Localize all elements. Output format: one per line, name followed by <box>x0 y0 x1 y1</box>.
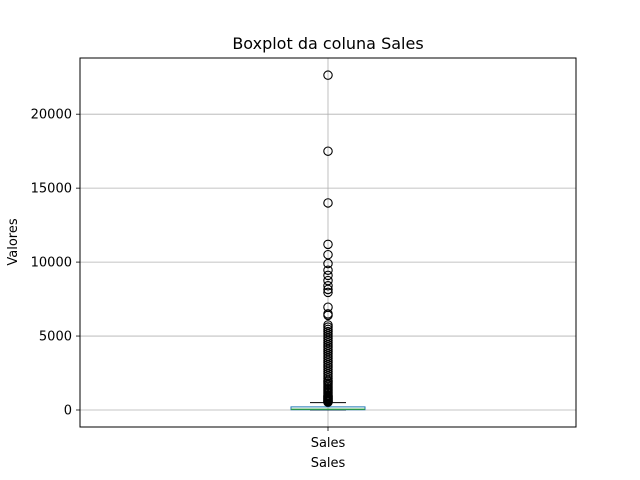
x-tick-label: Sales <box>311 436 346 451</box>
chart-title: Boxplot da coluna Sales <box>232 34 423 53</box>
y-tick-label: 10000 <box>31 256 72 271</box>
outlier-point <box>323 258 333 269</box>
outlier-point <box>323 281 333 291</box>
outlier-layer <box>323 70 333 407</box>
y-axis-label: Valores <box>6 218 21 265</box>
x-axis-label: Sales <box>311 456 346 471</box>
tick-layer: 0 5000 10000 15000 20000 Sales <box>31 108 346 451</box>
outlier-point <box>323 310 333 321</box>
outlier-point <box>323 265 333 275</box>
grid-layer <box>80 58 576 427</box>
y-tick-label: 15000 <box>31 182 72 197</box>
outlier-point <box>323 239 333 250</box>
y-tick-label: 20000 <box>31 108 72 123</box>
outlier-point <box>323 270 333 281</box>
outlier-point <box>323 284 333 295</box>
outlier-point <box>323 397 333 407</box>
outlier-point <box>323 70 333 80</box>
y-tick-label: 5000 <box>39 330 72 345</box>
outlier-point <box>323 146 333 156</box>
y-tick-label: 0 <box>64 403 72 418</box>
outlier-point <box>323 287 333 298</box>
outlier-point <box>323 198 333 208</box>
